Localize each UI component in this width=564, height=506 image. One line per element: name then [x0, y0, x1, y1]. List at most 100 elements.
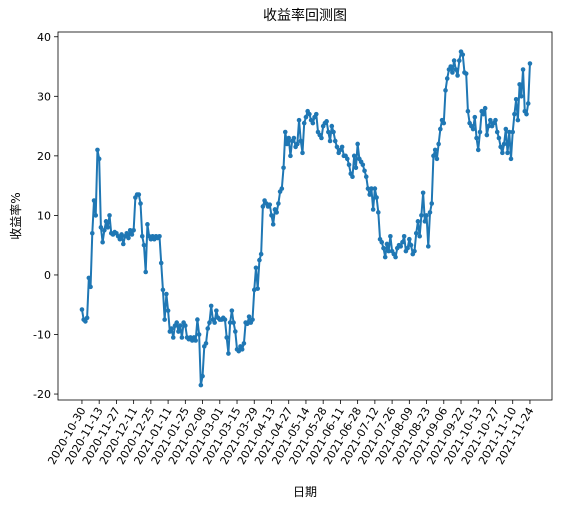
- point-marker: [327, 138, 333, 144]
- point-marker: [212, 320, 217, 325]
- point-marker: [200, 373, 205, 379]
- point-marker: [126, 235, 131, 241]
- point-marker: [227, 320, 233, 325]
- point-marker: [500, 150, 505, 156]
- point-marker: [450, 70, 455, 75]
- point-marker: [515, 117, 521, 123]
- point-marker: [231, 320, 236, 325]
- point-marker: [508, 156, 514, 162]
- point-marker: [365, 186, 371, 191]
- point-marker: [103, 219, 109, 224]
- point-marker: [269, 213, 274, 218]
- point-marker: [246, 314, 252, 319]
- y-tick-label: 40: [37, 31, 51, 44]
- point-marker: [179, 335, 185, 340]
- x-axis-label: 日期: [293, 485, 317, 499]
- point-marker: [196, 332, 202, 337]
- point-marker: [143, 269, 149, 275]
- point-marker: [195, 317, 200, 322]
- point-marker: [415, 219, 421, 224]
- point-marker: [374, 195, 379, 200]
- point-marker: [493, 117, 498, 123]
- point-marker: [351, 153, 357, 159]
- point-marker: [346, 162, 352, 168]
- y-tick-label: 10: [37, 209, 51, 222]
- point-marker: [384, 241, 390, 247]
- point-marker: [363, 174, 369, 179]
- point-marker: [98, 225, 104, 230]
- point-marker: [441, 120, 447, 126]
- point-marker: [241, 341, 247, 346]
- point-marker: [307, 111, 312, 117]
- point-marker: [183, 323, 188, 328]
- point-marker: [453, 67, 459, 72]
- series-line: [80, 50, 531, 387]
- point-marker: [162, 317, 167, 322]
- point-marker: [129, 232, 135, 237]
- point-marker: [177, 323, 183, 328]
- point-marker: [372, 186, 378, 191]
- point-marker: [267, 202, 273, 207]
- point-marker: [107, 213, 112, 218]
- point-marker: [324, 119, 329, 124]
- point-marker: [239, 347, 245, 352]
- point-marker: [224, 335, 229, 340]
- y-tick-label: -20: [33, 388, 51, 401]
- point-marker: [520, 67, 526, 72]
- point-marker: [513, 96, 519, 102]
- point-marker: [432, 147, 438, 153]
- point-marker: [258, 251, 264, 257]
- point-marker: [121, 241, 126, 247]
- point-marker: [282, 129, 288, 135]
- point-marker: [481, 111, 486, 117]
- point-marker: [436, 141, 441, 147]
- point-marker: [527, 61, 533, 66]
- point-marker: [427, 210, 433, 215]
- point-marker: [95, 147, 100, 153]
- point-marker: [424, 213, 429, 218]
- point-marker: [164, 291, 169, 297]
- point-marker: [145, 222, 150, 227]
- point-marker: [419, 213, 424, 218]
- point-marker: [431, 153, 436, 159]
- point-marker: [274, 210, 279, 215]
- point-marker: [84, 315, 90, 321]
- point-marker: [136, 192, 142, 197]
- point-marker: [229, 308, 235, 313]
- point-marker: [102, 227, 107, 233]
- point-marker: [350, 174, 355, 179]
- point-marker: [131, 227, 136, 233]
- point-marker: [506, 129, 512, 135]
- point-marker: [93, 213, 99, 218]
- point-marker: [448, 64, 453, 69]
- point-marker: [207, 320, 212, 325]
- point-marker: [393, 254, 398, 260]
- point-marker: [525, 101, 531, 106]
- point-marker: [226, 351, 231, 356]
- point-marker: [288, 153, 293, 159]
- point-marker: [165, 308, 171, 313]
- point-marker: [496, 135, 502, 141]
- y-tick-label: 20: [37, 150, 51, 163]
- point-marker: [463, 71, 469, 76]
- point-marker: [222, 317, 228, 322]
- point-marker: [176, 329, 181, 334]
- point-marker: [401, 233, 407, 239]
- point-marker: [382, 254, 388, 260]
- point-marker: [89, 230, 95, 236]
- point-marker: [339, 144, 345, 150]
- point-marker: [524, 111, 529, 117]
- point-marker: [284, 141, 290, 147]
- chart-title: 收益率回测图: [263, 7, 347, 24]
- point-marker: [429, 201, 435, 206]
- point-marker: [236, 348, 242, 354]
- point-marker: [517, 82, 522, 87]
- point-marker: [83, 319, 88, 324]
- point-marker: [253, 265, 259, 271]
- y-tick-label: 0: [44, 269, 51, 282]
- point-marker: [100, 239, 105, 245]
- point-marker: [250, 317, 255, 322]
- point-marker: [334, 144, 340, 150]
- point-marker: [417, 233, 422, 239]
